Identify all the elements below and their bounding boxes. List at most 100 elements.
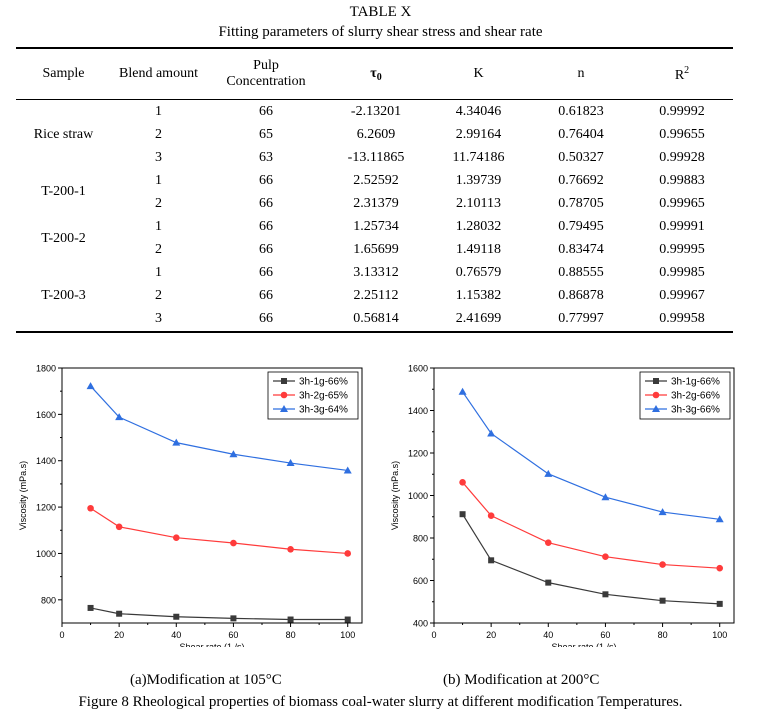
- y-tick-label: 600: [413, 576, 428, 586]
- blend-cell: 3: [155, 149, 162, 165]
- table-header-row: Sample Blend amount Pulp Concentration τ…: [16, 48, 733, 100]
- data-point: [602, 591, 609, 598]
- data-point: [545, 579, 552, 586]
- tau0-cell: 1.25734: [353, 219, 399, 235]
- legend-entry: 3h-1g-66%: [299, 377, 348, 388]
- viscosity-chart-105c: 800 1000 1200 1400 1600 1800 0 20 40 60 80 100 Shear…: [18, 364, 363, 647]
- r2-cell: 0.99928: [659, 149, 705, 165]
- data-point: [716, 600, 723, 607]
- n-cell: 0.76404: [558, 126, 604, 142]
- subfigure-caption-a: (a)Modification at 105°C: [130, 672, 282, 688]
- x-tick-label: 20: [114, 630, 124, 640]
- legend-entry: 3h-3g-66%: [671, 405, 720, 416]
- blend-cell: 1: [155, 103, 162, 119]
- data-point: [344, 616, 351, 623]
- n-cell: 0.50327: [558, 149, 604, 165]
- tau0-cell: 0.56814: [353, 311, 399, 327]
- y-tick-label: 1200: [408, 449, 428, 459]
- k-cell: 2.99164: [455, 126, 502, 142]
- x-tick-label: 100: [712, 630, 727, 640]
- data-point: [286, 459, 295, 467]
- table-caption: Fitting parameters of slurry shear stres…: [218, 24, 543, 40]
- data-point: [659, 597, 666, 604]
- table-row: 2 65 6.2609 2.99164 0.76404 0.99655: [16, 123, 733, 146]
- x-tick-label: 80: [286, 630, 296, 640]
- series-line-0: [90, 607, 348, 621]
- header-pulp-line1: Pulp: [253, 58, 279, 73]
- legend-entry: 3h-2g-66%: [671, 391, 720, 402]
- n-cell: 0.61823: [558, 103, 604, 119]
- tau0-cell: -2.13201: [350, 103, 402, 119]
- k-cell: 2.41699: [455, 311, 502, 327]
- data-point: [659, 561, 666, 568]
- legend-marker: [652, 405, 660, 412]
- blend-cell: 2: [155, 288, 162, 304]
- header-r2: R2: [631, 48, 733, 100]
- series-line-1: [90, 507, 348, 555]
- table-row: 2 66 1.65699 1.49118 0.83474 0.99995: [16, 239, 733, 262]
- header-r-superscript: 2: [684, 64, 690, 76]
- data-point: [715, 515, 724, 523]
- blend-cell: 2: [155, 195, 162, 211]
- sample-name-cell: T-200-1: [41, 184, 86, 200]
- legend-marker: [652, 391, 660, 399]
- header-pulp-concentration: Pulp Concentration: [206, 48, 326, 100]
- series-line-1: [462, 481, 720, 569]
- tau0-cell: -13.11865: [347, 149, 405, 165]
- data-point: [343, 466, 352, 474]
- header-r-symbol: R: [674, 67, 685, 83]
- data-point: [287, 545, 294, 553]
- header-pulp-line2: Concentration: [226, 74, 306, 89]
- legend-entry: 3h-3g-64%: [299, 405, 348, 416]
- pulp-cell: 66: [259, 242, 273, 258]
- data-point: [287, 616, 294, 623]
- figure-caption: Figure 8 Rheological properties of bioma…: [78, 694, 683, 710]
- legend-marker: [281, 378, 287, 384]
- data-point: [173, 613, 180, 620]
- pulp-cell: 65: [259, 126, 273, 142]
- blend-cell: 2: [155, 242, 162, 258]
- series-line-2: [90, 385, 348, 472]
- legend-marker: [653, 378, 659, 384]
- x-axis-label: Shear rate (1 /s): [551, 642, 616, 647]
- header-sample: Sample: [42, 66, 85, 81]
- data-point: [230, 615, 237, 622]
- data-point: [487, 429, 496, 437]
- data-point: [115, 413, 124, 421]
- tau0-cell: 3.13312: [353, 265, 399, 281]
- table-row: 3 63 -13.11865 11.74186 0.50327 0.99928: [16, 146, 733, 169]
- data-point: [459, 511, 466, 518]
- blend-cell: 3: [155, 311, 162, 327]
- legend-entry: 3h-1g-66%: [671, 377, 720, 388]
- table-row: 2 66 2.25112 1.15382 0.86878 0.99967: [16, 285, 733, 308]
- data-point: [87, 604, 94, 611]
- header-k: K: [473, 66, 484, 81]
- blend-cell: 1: [155, 265, 162, 281]
- n-cell: 0.83474: [558, 242, 604, 258]
- pulp-cell: 63: [259, 149, 273, 165]
- data-point: [229, 450, 238, 458]
- data-point: [344, 550, 352, 557]
- n-cell: 0.86878: [558, 288, 604, 304]
- data-point: [716, 564, 724, 572]
- r2-cell: 0.99655: [659, 126, 705, 142]
- tau0-cell: 2.31379: [353, 195, 399, 211]
- y-tick-label: 1600: [36, 410, 56, 420]
- sample-name-cell: T-200-2: [41, 230, 86, 246]
- data-point: [86, 382, 95, 390]
- table-row: 2 66 2.31379 2.10113 0.78705 0.99965: [16, 192, 733, 215]
- data-point: [602, 553, 609, 560]
- data-point: [658, 508, 667, 516]
- r2-cell: 0.99992: [659, 103, 705, 119]
- r2-cell: 0.99958: [659, 311, 705, 327]
- x-tick-label: 100: [340, 630, 355, 640]
- legend-entry: 3h-2g-65%: [299, 391, 348, 402]
- x-tick-label: 40: [543, 630, 553, 640]
- y-tick-label: 800: [41, 595, 56, 605]
- r2-cell: 0.99985: [659, 265, 705, 281]
- table-row: Rice straw 1 66 -2.13201 4.34046 0.61823 0.999…: [16, 100, 733, 142]
- tau0-cell: 2.25112: [353, 288, 399, 304]
- x-tick-label: 60: [600, 630, 610, 640]
- plot-frame: [61, 367, 363, 624]
- k-cell: 1.15382: [455, 288, 502, 304]
